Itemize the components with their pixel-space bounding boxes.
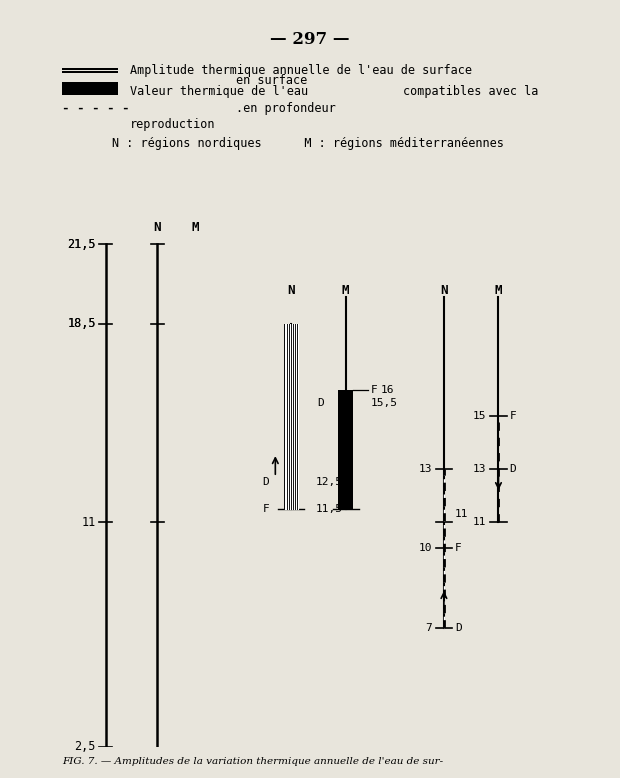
- Text: 18,5: 18,5: [68, 317, 96, 330]
- Bar: [283, 324, 299, 509]
- Text: 21,5: 21,5: [68, 238, 96, 251]
- Text: D: D: [263, 478, 269, 487]
- Text: N: N: [440, 284, 448, 297]
- Text: 13: 13: [418, 464, 432, 474]
- Text: 18,5: 18,5: [68, 317, 96, 330]
- Text: Valeur thermique de l'eau: Valeur thermique de l'eau: [130, 86, 308, 98]
- Text: 11: 11: [455, 509, 468, 519]
- Text: 12,5: 12,5: [316, 478, 343, 487]
- Text: compatibles avec la: compatibles avec la: [403, 86, 538, 98]
- Text: F: F: [370, 385, 377, 394]
- Text: Amplitude thermique annuelle de l'eau de surface: Amplitude thermique annuelle de l'eau de…: [130, 64, 472, 76]
- Text: 7: 7: [425, 623, 432, 633]
- Text: reproduction: reproduction: [130, 118, 216, 131]
- Text: M: M: [342, 284, 350, 297]
- Text: N : régions nordiques      M : régions méditerranéennes: N : régions nordiques M : régions médite…: [112, 138, 503, 150]
- Text: 2,5: 2,5: [74, 741, 96, 753]
- Text: D: D: [510, 464, 516, 474]
- Text: F: F: [263, 504, 269, 513]
- Text: N: N: [154, 221, 161, 233]
- Text: F: F: [510, 412, 516, 421]
- Text: 11: 11: [82, 516, 96, 528]
- Text: D: D: [455, 623, 461, 633]
- Text: 13: 13: [473, 464, 487, 474]
- Text: N: N: [288, 284, 295, 297]
- Text: M: M: [495, 284, 502, 297]
- Text: FIG. 7. — Amplitudes de la variation thermique annuelle de l'eau de sur-: FIG. 7. — Amplitudes de la variation the…: [62, 756, 443, 766]
- Text: M: M: [192, 221, 200, 233]
- Text: en surface: en surface: [236, 75, 307, 87]
- Text: 11: 11: [473, 517, 487, 527]
- Text: D: D: [317, 398, 324, 408]
- Text: 15,5: 15,5: [370, 398, 397, 408]
- Text: — 297 —: — 297 —: [270, 31, 350, 48]
- Text: 15: 15: [473, 412, 487, 421]
- Text: .en profondeur: .en profondeur: [236, 103, 335, 115]
- Bar: [338, 390, 353, 509]
- Text: 11,5: 11,5: [316, 504, 343, 513]
- Text: 16: 16: [381, 385, 395, 394]
- Text: F: F: [455, 544, 461, 553]
- Text: 21,5: 21,5: [68, 238, 96, 251]
- Text: 10: 10: [418, 544, 432, 553]
- Text: - - - - -: - - - - -: [62, 103, 130, 115]
